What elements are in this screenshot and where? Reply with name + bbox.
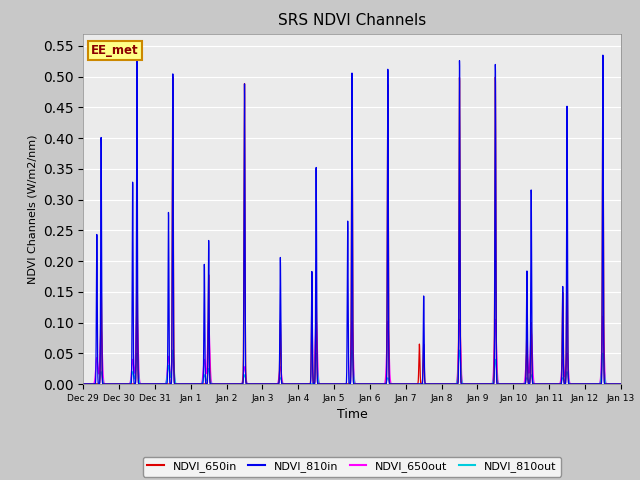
Text: EE_met: EE_met [92, 44, 139, 57]
NDVI_810in [221, 381, 229, 387]
X-axis label: Time: Time [337, 408, 367, 421]
Line: NDVI_810in: NDVI_810in [83, 55, 621, 384]
NDVI_810in [332, 381, 340, 387]
NDVI_650out [617, 381, 625, 387]
Line: NDVI_650out: NDVI_650out [83, 313, 621, 384]
Line: NDVI_810out: NDVI_810out [83, 350, 621, 384]
NDVI_650in [472, 381, 480, 387]
NDVI_650out [176, 381, 184, 387]
NDVI_810in [503, 381, 511, 387]
NDVI_810out [176, 381, 184, 387]
NDVI_810out [420, 381, 428, 387]
NDVI_650in [616, 381, 624, 387]
NDVI_650out [503, 381, 511, 387]
NDVI_650in [332, 381, 340, 387]
NDVI_810out [332, 381, 340, 387]
NDVI_810out [443, 381, 451, 387]
Line: NDVI_650in: NDVI_650in [83, 77, 621, 384]
NDVI_810out [616, 381, 624, 387]
NDVI_810out [617, 381, 625, 387]
NDVI_650in [503, 381, 511, 387]
Legend: NDVI_650in, NDVI_810in, NDVI_650out, NDVI_810out: NDVI_650in, NDVI_810in, NDVI_650out, NDV… [143, 457, 561, 477]
NDVI_810out [473, 381, 481, 387]
NDVI_650out [332, 381, 340, 387]
NDVI_810in [176, 381, 184, 387]
NDVI_650out [473, 381, 481, 387]
Title: SRS NDVI Channels: SRS NDVI Channels [278, 13, 426, 28]
NDVI_650out [133, 311, 141, 316]
NDVI_810in [617, 381, 625, 387]
Y-axis label: NDVI Channels (W/m2/nm): NDVI Channels (W/m2/nm) [27, 134, 37, 284]
NDVI_650out [420, 381, 428, 387]
NDVI_650out [79, 381, 87, 387]
NDVI_650in [599, 74, 607, 80]
NDVI_650in [617, 381, 625, 387]
NDVI_650in [443, 381, 451, 387]
NDVI_810in [472, 381, 480, 387]
NDVI_650in [176, 381, 184, 387]
NDVI_810in [79, 381, 87, 387]
NDVI_810out [503, 381, 511, 387]
NDVI_650in [79, 381, 87, 387]
NDVI_650out [616, 381, 624, 387]
NDVI_810in [443, 381, 451, 387]
NDVI_810in [599, 52, 607, 58]
NDVI_810in [616, 381, 624, 387]
NDVI_810out [79, 381, 87, 387]
NDVI_810out [169, 348, 177, 353]
NDVI_650out [443, 381, 451, 387]
